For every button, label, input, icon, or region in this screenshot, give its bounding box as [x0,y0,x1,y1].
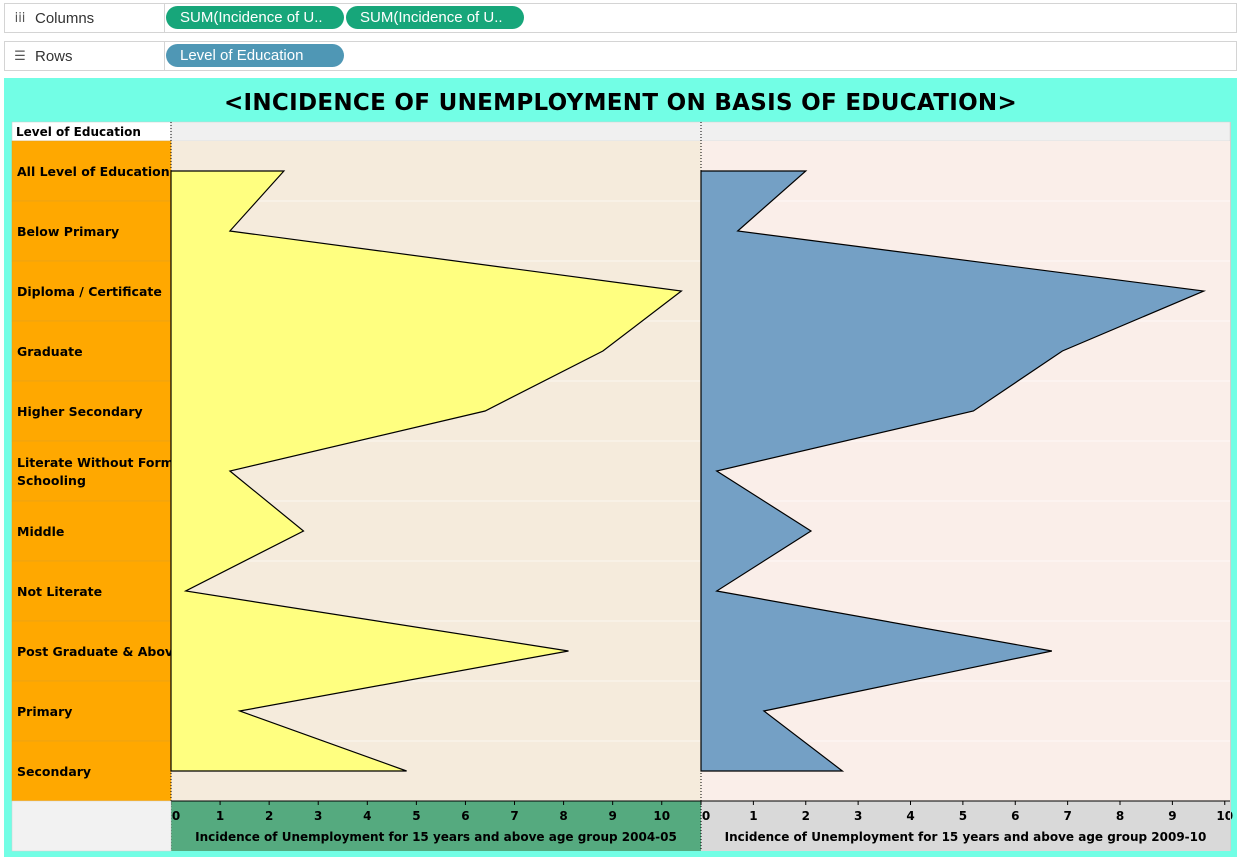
chart-title: <INCIDENCE OF UNEMPLOYMENT ON BASIS OF E… [223,90,1018,116]
category-label: Graduate [17,344,83,359]
category-label: Middle [17,524,64,539]
x-tick-label: 8 [1116,809,1124,823]
x-axis-title: Incidence of Unemployment for 15 years a… [725,830,1207,844]
category-label-cell [11,320,172,382]
x-axis-background-2 [701,801,1230,851]
category-label-cell [11,140,172,202]
rows-shelf: ☰ Rows Level of Education [4,41,1237,71]
x-tick-label: 3 [854,809,862,823]
category-label: Higher Secondary [17,404,143,419]
x-tick-label: 9 [608,809,616,823]
x-axis-title: Incidence of Unemployment for 15 years a… [195,830,677,844]
x-tick-label: 6 [461,809,469,823]
category-label-cell [11,260,172,322]
x-tick-label: 1 [216,809,224,823]
category-label-cell [11,380,172,442]
x-tick-label: 2 [802,809,810,823]
x-tick-label: 7 [1063,809,1071,823]
x-axis-background-1 [171,801,701,851]
x-tick-label: 4 [363,809,371,823]
visualization-area: <INCIDENCE OF UNEMPLOYMENT ON BASIS OF E… [4,78,1237,857]
rows-shelf-label: ☰ Rows [5,42,165,70]
row-pill-level-of-education[interactable]: Level of Education [166,44,344,67]
category-label: Schooling [17,473,86,488]
area-series-1 [170,170,683,772]
category-label: Diploma / Certificate [17,284,162,299]
x-tick-label: 2 [265,809,273,823]
x-tick-label: 4 [906,809,914,823]
category-label: Primary [17,704,72,719]
columns-label-text: Columns [35,9,95,27]
x-tick-label: 10 [1216,809,1233,823]
x-tick-label: 3 [314,809,322,823]
area-series-2 [700,170,1207,772]
category-label: Literate Without Formal [17,455,186,470]
pane-divider-right [1230,122,1231,851]
category-label: All Level of Education [17,164,170,179]
columns-shelf: iii Columns SUM(Incidence of U.. SUM(Inc… [4,3,1237,33]
rows-icon: ☰ [14,48,26,64]
x-tick-label: 10 [653,809,670,823]
axis-corner-cell [11,800,172,852]
column-pill-2004-05[interactable]: SUM(Incidence of U.. [166,6,344,29]
chart-svg: Level of Education All Level of Education… [11,121,1233,852]
row-header-label: Level of Education [16,125,141,139]
x-tick-label: 7 [510,809,518,823]
category-label-cell [11,500,172,562]
x-tick-label: 9 [1168,809,1176,823]
category-label-cell [11,740,172,802]
rows-label-text: Rows [35,47,73,65]
category-label: Not Literate [17,584,102,599]
category-label: Below Primary [17,224,119,239]
x-tick-label: 8 [559,809,567,823]
category-label-cell [11,680,172,742]
columns-shelf-label: iii Columns [5,4,165,32]
x-tick-label: 0 [172,809,180,823]
columns-icon: iii [14,10,26,26]
category-label-cell [11,560,172,622]
x-tick-label: 6 [1011,809,1019,823]
category-label-cell [11,440,172,502]
x-tick-label: 0 [702,809,710,823]
category-label-cell [11,620,172,682]
x-tick-label: 5 [959,809,967,823]
x-tick-label: 1 [749,809,757,823]
category-label: Post Graduate & Above [17,644,182,659]
category-label: Secondary [17,764,91,779]
column-pill-2009-10[interactable]: SUM(Incidence of U.. [346,6,524,29]
x-tick-label: 5 [412,809,420,823]
